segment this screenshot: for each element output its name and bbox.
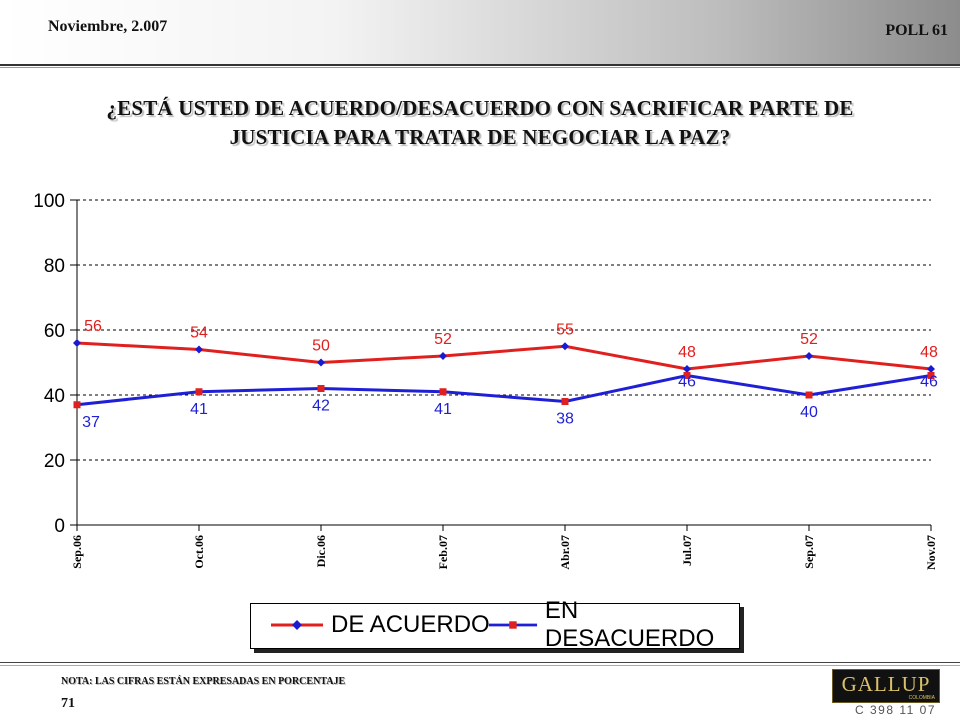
chart-title-line-1: ¿ESTÁ USTED DE ACUERDO/DESACUERDO CON SA… bbox=[106, 96, 854, 120]
legend-label-de-acuerdo: DE ACUERDO bbox=[331, 611, 490, 638]
data-label-de-acuerdo: 56 bbox=[84, 318, 102, 335]
data-point-en-desacuerdo bbox=[805, 391, 813, 399]
legend-label-en-desacuerdo: EN DESACUERDO bbox=[544, 597, 715, 652]
data-point-de-acuerdo bbox=[317, 358, 325, 367]
data-point-en-desacuerdo bbox=[439, 388, 447, 396]
x-tick-label: Feb.07 bbox=[436, 535, 450, 569]
data-label-en-desacuerdo: 38 bbox=[556, 411, 574, 428]
data-point-en-desacuerdo bbox=[561, 398, 569, 405]
x-tick-label: Abr.07 bbox=[558, 535, 572, 570]
page-number: 71 bbox=[61, 696, 75, 711]
logo-subtitle: COLOMBIA bbox=[908, 695, 935, 701]
poll-number: POLL 61 bbox=[885, 22, 948, 39]
y-tick-label: 0 bbox=[54, 516, 65, 537]
logo-wordmark: GALLUP bbox=[841, 672, 931, 696]
footer-divider bbox=[0, 662, 960, 663]
data-point-de-acuerdo bbox=[439, 352, 447, 360]
data-label-en-desacuerdo: 46 bbox=[678, 374, 696, 391]
chart-title: ¿ESTÁ USTED DE ACUERDO/DESACUERDO CON SA… bbox=[0, 94, 960, 152]
data-label-en-desacuerdo: 41 bbox=[190, 401, 208, 418]
series-line-de-acuerdo bbox=[76, 341, 932, 371]
data-point-en-desacuerdo bbox=[73, 401, 81, 409]
legend-symbol-en-desacuerdo bbox=[488, 621, 538, 629]
series-line-en-desacuerdo bbox=[76, 373, 932, 407]
x-tick-label: Sep.07 bbox=[802, 535, 816, 569]
x-tick-label: Jul.07 bbox=[680, 535, 694, 566]
data-label-de-acuerdo: 48 bbox=[678, 344, 696, 361]
data-label-en-desacuerdo: 42 bbox=[312, 398, 330, 415]
data-point-en-desacuerdo bbox=[683, 372, 691, 379]
data-point-de-acuerdo bbox=[805, 352, 813, 360]
y-tick-label: 80 bbox=[44, 256, 65, 277]
footer-divider-secondary bbox=[0, 665, 960, 666]
data-label-de-acuerdo: 52 bbox=[434, 331, 452, 348]
data-label-de-acuerdo: 55 bbox=[556, 321, 574, 338]
y-tick-label: 100 bbox=[33, 191, 65, 212]
legend-item-en-desacuerdo: EN DESACUERDO bbox=[487, 597, 739, 652]
data-label-en-desacuerdo: 40 bbox=[800, 404, 818, 421]
data-label-de-acuerdo: 50 bbox=[312, 338, 330, 355]
x-tick-label: Oct.06 bbox=[192, 535, 206, 569]
data-point-de-acuerdo bbox=[73, 339, 81, 347]
data-point-de-acuerdo bbox=[927, 365, 935, 373]
document-code: C 398 11 07 bbox=[855, 703, 936, 717]
data-point-en-desacuerdo bbox=[195, 388, 203, 396]
chart-legend: DE ACUERDO EN DESACUERDO bbox=[250, 597, 740, 652]
data-point-en-desacuerdo bbox=[317, 385, 325, 392]
y-tick-label: 40 bbox=[44, 386, 65, 407]
gallup-logo: GALLUP COLOMBIA bbox=[832, 669, 940, 703]
data-label-de-acuerdo: 54 bbox=[190, 325, 208, 342]
data-point-de-acuerdo bbox=[561, 342, 569, 351]
data-label-de-acuerdo: 48 bbox=[920, 344, 938, 361]
legend-item-de-acuerdo: DE ACUERDO bbox=[269, 610, 490, 640]
y-tick-label: 60 bbox=[44, 321, 65, 342]
data-label-en-desacuerdo: 46 bbox=[920, 374, 938, 391]
data-point-de-acuerdo bbox=[683, 365, 691, 373]
x-tick-label: Nov.07 bbox=[924, 535, 938, 570]
data-label-de-acuerdo: 52 bbox=[800, 331, 818, 348]
header-band bbox=[0, 0, 960, 64]
data-point-de-acuerdo bbox=[195, 345, 203, 354]
line-chart: 0 20 40 60 80 100 Sep.06 Oct.06 Dic.06 Feb.07 Abr.… bbox=[33, 191, 938, 570]
header-divider bbox=[0, 64, 960, 66]
data-label-en-desacuerdo: 37 bbox=[82, 414, 100, 431]
x-tick-label: Sep.06 bbox=[70, 535, 84, 569]
data-point-en-desacuerdo bbox=[927, 372, 935, 379]
report-date: Noviembre, 2.007 bbox=[48, 18, 168, 35]
chart-title-line-2: JUSTICIA PARA TRATAR DE NEGOCIAR LA PAZ? bbox=[229, 125, 731, 149]
footnote: NOTA: LAS CIFRAS ESTÁN EXPRESADAS EN POR… bbox=[61, 676, 346, 687]
header-divider-secondary bbox=[0, 67, 960, 68]
y-tick-label: 20 bbox=[44, 451, 65, 472]
data-label-en-desacuerdo: 41 bbox=[434, 401, 452, 418]
legend-symbol-de-acuerdo bbox=[271, 620, 323, 630]
x-tick-label: Dic.06 bbox=[314, 535, 328, 567]
